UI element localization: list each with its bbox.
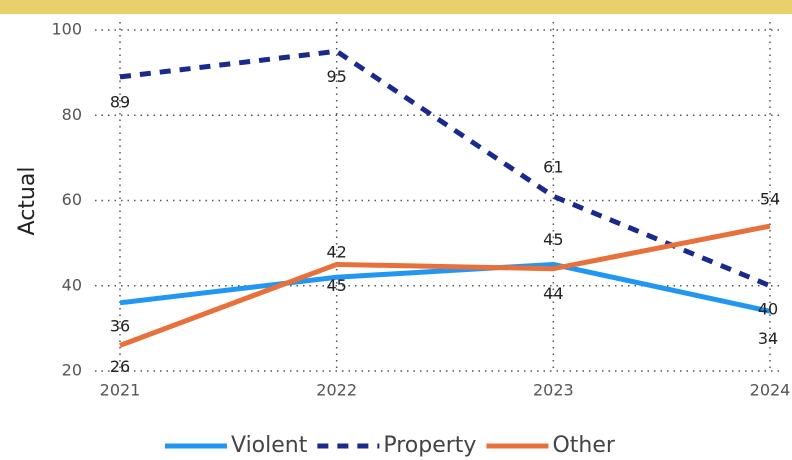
y-tick-label: 60 — [62, 190, 82, 209]
header-bar — [0, 0, 792, 14]
data-label: 42 — [326, 243, 346, 262]
x-tick-label: 2024 — [750, 381, 791, 400]
series-line — [119, 261, 771, 314]
legend-label: Other — [552, 433, 615, 458]
x-tick-label: 2023 — [533, 381, 574, 400]
series-line — [119, 48, 771, 289]
series-line — [119, 223, 771, 348]
y-tick-label: 20 — [62, 361, 82, 380]
data-label: 36 — [110, 316, 130, 335]
data-label: 44 — [543, 284, 563, 303]
data-label: 95 — [326, 67, 346, 86]
y-tick-label: 100 — [51, 20, 82, 39]
data-label: 45 — [326, 276, 346, 295]
x-tick-label: 2021 — [100, 381, 141, 400]
data-label: 45 — [543, 230, 563, 249]
legend-label: Violent — [231, 433, 308, 458]
y-axis-label: Actual — [15, 167, 40, 236]
data-label: 26 — [110, 357, 130, 376]
x-tick-label: 2022 — [316, 381, 357, 400]
legend-label: Property — [383, 433, 476, 458]
data-label: 89 — [110, 92, 130, 111]
data-label: 54 — [760, 190, 780, 209]
data-label: 40 — [758, 299, 778, 318]
data-label: 61 — [543, 158, 563, 177]
data-label: 34 — [758, 329, 778, 348]
y-tick-label: 80 — [62, 105, 82, 124]
y-tick-label: 40 — [62, 275, 82, 294]
